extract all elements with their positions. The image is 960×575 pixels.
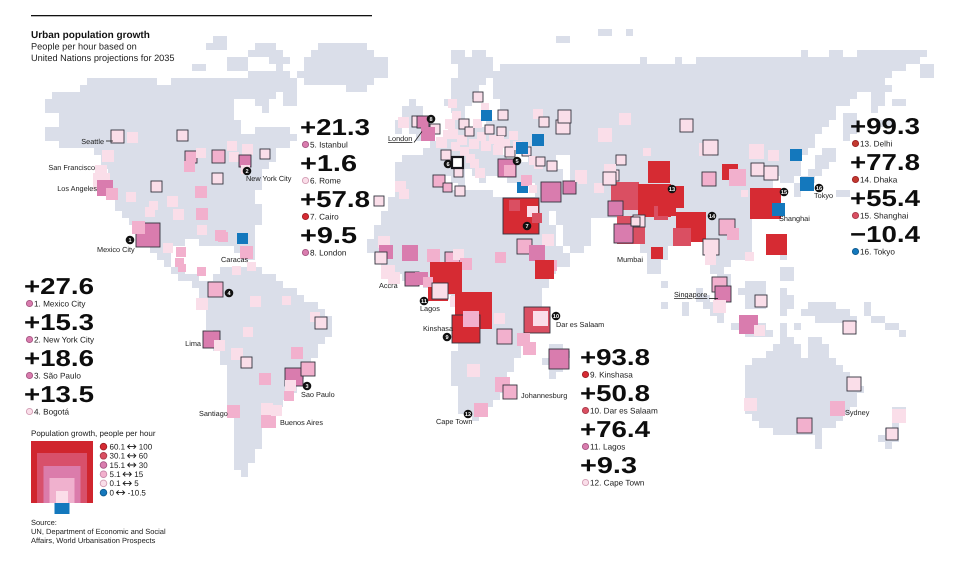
svg-text:12. Cape Town: 12. Cape Town	[590, 479, 645, 488]
svg-text:11: 11	[421, 299, 427, 305]
svg-text:-10.5: -10.5	[128, 488, 147, 497]
svg-text:16. Tokyo: 16. Tokyo	[860, 248, 895, 257]
svg-text:2. New York City: 2. New York City	[34, 336, 95, 345]
svg-text:Mumbai: Mumbai	[617, 255, 643, 264]
svg-text:3. São Paulo: 3. São Paulo	[34, 372, 81, 381]
svg-text:Urban population growth: Urban population growth	[31, 30, 150, 41]
svg-text:+1.6: +1.6	[300, 150, 357, 176]
svg-text:13. Delhi: 13. Delhi	[860, 140, 892, 149]
svg-text:People per hour based on: People per hour based on	[31, 42, 137, 52]
svg-text:+55.4: +55.4	[850, 185, 920, 211]
svg-text:+77.8: +77.8	[850, 149, 920, 175]
svg-text:+93.8: +93.8	[580, 344, 650, 370]
svg-text:9: 9	[445, 335, 448, 341]
svg-text:10. Dar es Salaam: 10. Dar es Salaam	[590, 407, 658, 416]
svg-text:United Nations projections for: United Nations projections for 2035	[31, 53, 175, 63]
svg-text:5.1: 5.1	[110, 470, 122, 479]
svg-text:+13.5: +13.5	[24, 381, 94, 407]
svg-text:2: 2	[245, 169, 248, 175]
svg-text:1: 1	[128, 238, 131, 244]
svg-text:Sao Paulo: Sao Paulo	[301, 390, 335, 399]
svg-text:15: 15	[781, 190, 787, 196]
svg-text:3: 3	[305, 384, 308, 390]
svg-text:+50.8: +50.8	[580, 380, 650, 406]
svg-text:−10.4: −10.4	[850, 221, 920, 247]
svg-text:Shanghai: Shanghai	[779, 214, 810, 223]
svg-text:15.1: 15.1	[110, 461, 126, 470]
svg-text:5: 5	[515, 159, 518, 165]
svg-text:10: 10	[553, 314, 559, 320]
svg-text:8: 8	[429, 117, 432, 123]
svg-text:Santiago: Santiago	[199, 409, 228, 418]
svg-text:Sydney: Sydney	[845, 408, 870, 417]
svg-text:14. Dhaka: 14. Dhaka	[860, 176, 898, 185]
svg-text:San Francisco: San Francisco	[48, 163, 95, 172]
svg-text:Affairs, World Urbanisation Pr: Affairs, World Urbanisation Prospects	[31, 536, 156, 545]
svg-text:7: 7	[525, 224, 528, 230]
svg-text:UN, Department of Economic and: UN, Department of Economic and Social	[31, 527, 166, 536]
svg-text:Los Angeles: Los Angeles	[57, 184, 97, 193]
svg-text:+76.4: +76.4	[580, 416, 650, 442]
svg-text:London: London	[388, 134, 412, 143]
svg-text:7. Cairo: 7. Cairo	[310, 213, 339, 222]
svg-text:Kinshasa: Kinshasa	[423, 324, 454, 333]
svg-text:+57.8: +57.8	[300, 186, 370, 212]
svg-text:6. Rome: 6. Rome	[310, 177, 341, 186]
svg-text:12: 12	[465, 412, 471, 418]
svg-text:Tokyo: Tokyo	[814, 191, 833, 200]
svg-text:+15.3: +15.3	[24, 309, 94, 335]
svg-text:Buenos Aires: Buenos Aires	[280, 418, 323, 427]
svg-text:14: 14	[709, 214, 716, 220]
svg-text:9. Kinshasa: 9. Kinshasa	[590, 371, 633, 380]
svg-text:1. Mexico City: 1. Mexico City	[34, 300, 86, 309]
svg-text:+27.6: +27.6	[24, 273, 94, 299]
svg-text:60: 60	[139, 452, 148, 461]
svg-text:100: 100	[139, 442, 153, 451]
svg-text:Accra: Accra	[379, 281, 399, 290]
svg-text:Caracas: Caracas	[221, 255, 249, 264]
svg-text:8. London: 8. London	[310, 249, 347, 258]
svg-text:Lagos: Lagos	[420, 304, 440, 313]
svg-text:Singapore: Singapore	[674, 290, 707, 299]
svg-text:Dar es Salaam: Dar es Salaam	[556, 320, 604, 329]
svg-text:5. Istanbul: 5. Istanbul	[310, 141, 348, 150]
svg-text:0.1: 0.1	[110, 479, 122, 488]
svg-text:Seattle: Seattle	[81, 137, 104, 146]
svg-text:16: 16	[816, 186, 822, 192]
svg-text:11. Lagos: 11. Lagos	[590, 443, 625, 452]
svg-text:30.1: 30.1	[110, 452, 126, 461]
svg-text:Population growth, people per: Population growth, people per hour	[31, 429, 156, 438]
svg-text:Johannesburg: Johannesburg	[521, 391, 567, 400]
svg-text:+18.6: +18.6	[24, 345, 94, 371]
svg-text:5: 5	[134, 479, 139, 488]
svg-text:+99.3: +99.3	[850, 113, 920, 139]
svg-text:15: 15	[134, 470, 143, 479]
svg-text:+9.3: +9.3	[580, 452, 637, 478]
svg-text:Source:: Source:	[31, 518, 57, 527]
svg-text:4: 4	[227, 291, 231, 297]
svg-text:0: 0	[110, 488, 115, 497]
svg-text:New York City: New York City	[246, 174, 292, 183]
svg-text:Cape Town: Cape Town	[436, 417, 472, 426]
svg-text:30: 30	[139, 461, 148, 470]
svg-text:13: 13	[669, 187, 675, 193]
svg-text:4. Bogotá: 4. Bogotá	[34, 408, 69, 417]
svg-text:60.1: 60.1	[110, 442, 126, 451]
svg-text:Mexico City: Mexico City	[97, 245, 135, 254]
svg-text:6: 6	[446, 162, 449, 168]
svg-text:+9.5: +9.5	[300, 222, 357, 248]
svg-text:Lima: Lima	[185, 339, 202, 348]
svg-text:+21.3: +21.3	[300, 114, 370, 140]
svg-text:15. Shanghai: 15. Shanghai	[860, 212, 908, 221]
